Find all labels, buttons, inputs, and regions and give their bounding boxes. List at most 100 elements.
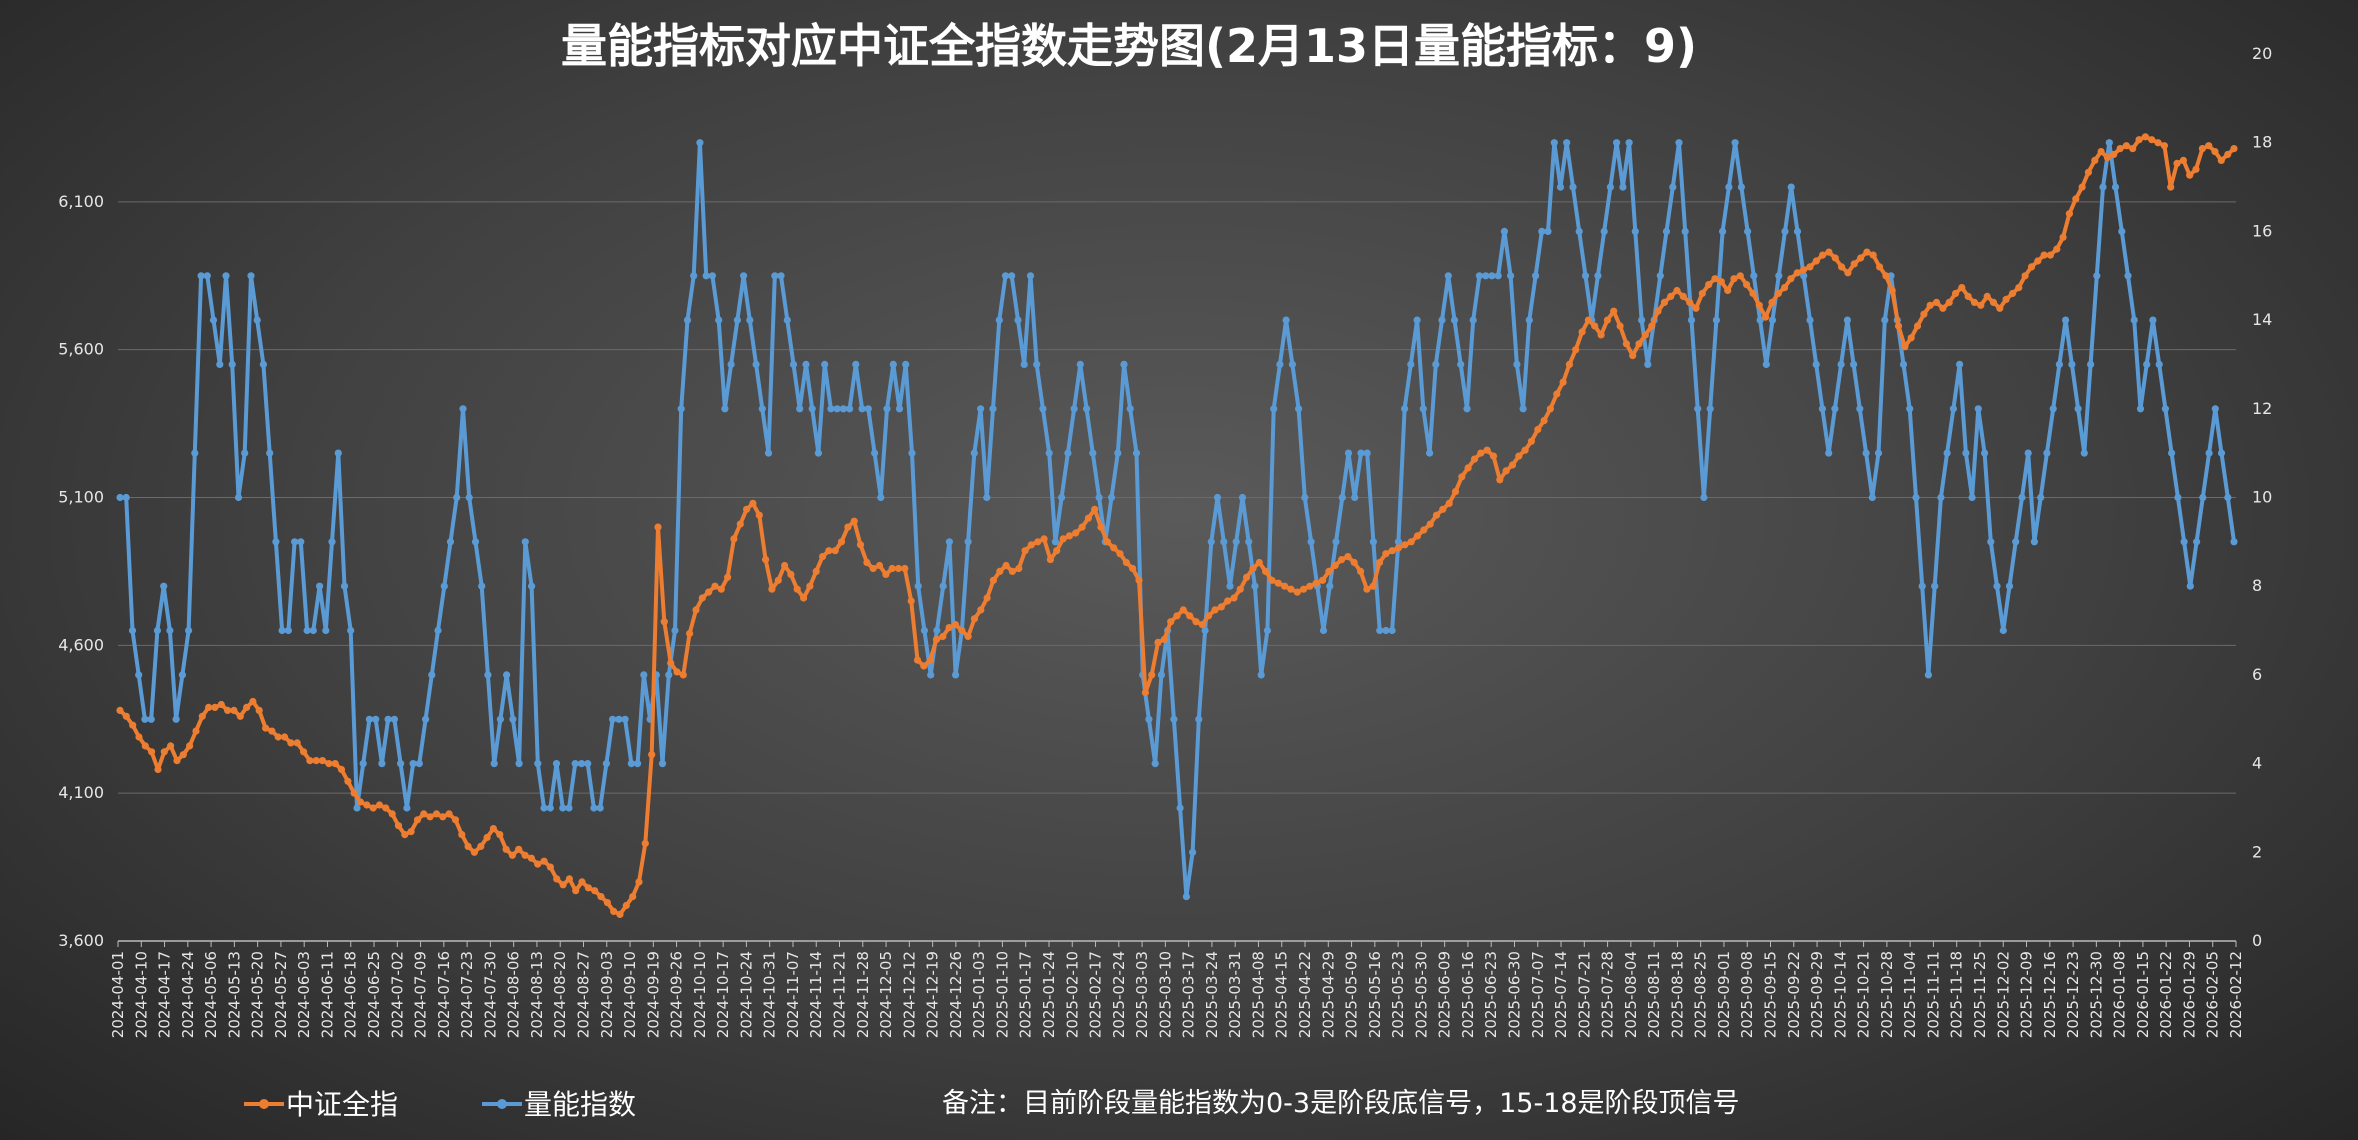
x-tick-label: 2025-02-24 [1110,951,1128,1038]
volume-point [1856,405,1864,413]
index-point [1401,541,1409,549]
index-point [1458,473,1466,481]
index-point [432,810,441,818]
volume-point [683,316,692,324]
index-point [1122,558,1130,567]
volume-point [1594,272,1602,280]
index-point [1059,535,1067,543]
index-point [1394,544,1403,552]
x-tick-label: 2024-05-13 [225,951,243,1038]
index-point [1243,573,1251,581]
volume-point [1189,848,1197,856]
index-point [1863,248,1871,256]
volume-point [2099,183,2107,191]
volume-point [1563,139,1571,147]
x-tick-label: 2025-03-24 [1203,951,1221,1038]
volume-point [2024,449,2032,457]
x-tick-label: 2025-03-03 [1133,951,1151,1038]
legend-volume-label: 量能指数 [524,1088,636,1121]
x-tick-label: 2024-11-14 [807,951,825,1038]
y-left-tick-label: 6,100 [58,192,104,211]
index-point [154,765,162,774]
volume-point [540,804,548,812]
volume-point [185,626,193,635]
index-point [420,810,428,818]
volume-point [1619,183,1627,191]
index-point [318,757,327,765]
x-tick-label: 2024-08-27 [574,951,592,1038]
index-point [1008,567,1017,576]
volume-point [403,804,411,812]
y-left-tick-label: 5,600 [58,340,104,359]
index-point [1774,289,1782,298]
index-point [1983,292,1991,300]
volume-point [234,493,243,502]
index-point [1451,488,1460,496]
volume-point [696,139,704,147]
index-point [1015,564,1023,573]
index-point [337,765,346,774]
index-point [1445,499,1453,507]
index-point [413,816,422,824]
index-point [1173,612,1181,620]
index-point [230,706,238,715]
y-right-tick-label: 0 [2252,931,2262,950]
volume-point [328,538,336,546]
index-point [1787,275,1795,283]
index-point [249,697,257,706]
volume-point [1793,227,1802,235]
index-point [1616,322,1624,330]
volume-point [777,272,785,280]
volume-point [122,493,130,502]
index-point [325,760,333,768]
x-tick-label: 2024-05-27 [272,951,290,1038]
index-point [1211,606,1219,614]
volume-point [1263,626,1271,635]
volume-point [1631,227,1639,235]
volume-point [758,405,766,413]
index-point [901,564,909,573]
index-point [255,706,263,715]
volume-point [2199,493,2207,502]
volume-point [1787,183,1795,191]
volume-point [1076,360,1084,368]
volume-point [1351,493,1359,502]
index-point [1477,449,1485,457]
x-tick-label: 2026-01-29 [2180,951,2198,1038]
index-point [1591,322,1599,330]
volume-point [671,626,679,635]
index-point [1027,541,1035,549]
volume-point [1270,405,1278,413]
index-point [755,511,763,519]
x-tick-label: 2025-11-04 [1901,951,1919,1038]
index-point [445,810,453,818]
index-point [439,813,447,821]
volume-point [615,715,623,723]
volume-point [1182,893,1190,901]
volume-point [1899,360,1908,368]
index-point [1781,284,1789,292]
volume-point [1482,272,1490,280]
index-point [800,594,808,602]
index-point [1850,260,1858,268]
index-point [806,582,814,590]
volume-point [1257,671,1265,679]
index-point [1572,346,1580,354]
index-point [1198,621,1206,629]
volume-point [2168,449,2176,457]
index-point [1736,272,1744,280]
volume-point [1213,493,1222,502]
volume-point [945,538,954,546]
x-tick-label: 2026-02-12 [2227,951,2245,1038]
index-point [1426,520,1434,528]
x-tick-label: 2025-08-25 [1692,951,1710,1038]
index-point [2160,142,2168,150]
index-point [1629,352,1637,360]
volume-point [2018,493,2026,502]
volume-point [546,804,554,812]
volume-point [1488,272,1496,280]
volume-point [1581,272,1590,280]
volume-point [1401,405,1409,413]
volume-point [1282,316,1290,324]
